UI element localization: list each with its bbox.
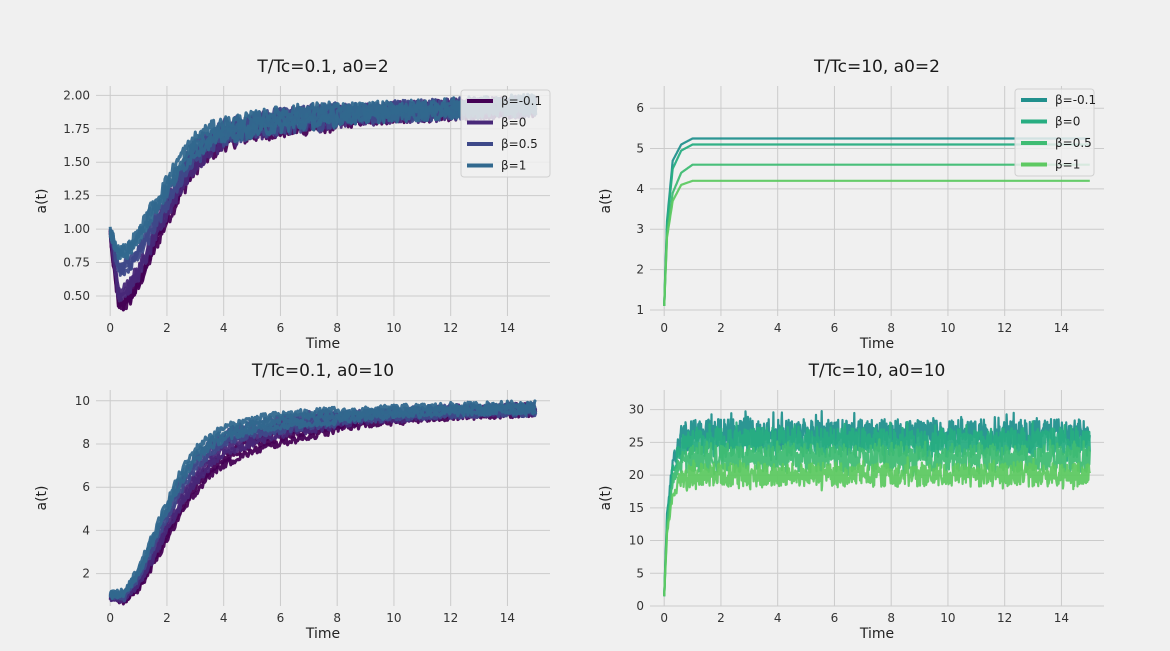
legend: β=-0.1 β=0 β=0.5 β=1 (1014, 88, 1096, 177)
y-tick-label: 8 (82, 437, 90, 451)
legend-label: β=0.5 (501, 137, 538, 151)
x-tick-label: 4 (774, 611, 782, 625)
series-line (663, 179, 1091, 306)
series-line (663, 163, 1091, 306)
series-line (109, 399, 537, 598)
x-axis-label: Time (305, 336, 340, 352)
y-tick-label: 1.25 (63, 189, 90, 203)
chart-title: T/Tc=10, a0=2 (813, 57, 940, 77)
x-tick-label: 12 (443, 611, 458, 625)
x-tick-label: 6 (831, 611, 839, 625)
y-tick-label: 0.50 (63, 289, 90, 303)
x-tick-label: 8 (887, 321, 895, 335)
y-tick-label: 6 (82, 480, 90, 494)
y-tick-label: 2 (636, 263, 644, 277)
y-axis-label: a(t) (34, 486, 50, 511)
series-line (108, 404, 538, 601)
x-tick-label: 0 (660, 321, 668, 335)
x-tick-label: 10 (386, 611, 401, 625)
y-axis-label: a(t) (34, 189, 50, 214)
y-tick-label: 4 (636, 182, 644, 196)
series-line (663, 420, 1091, 597)
x-axis-label: Time (859, 336, 894, 352)
y-tick-label: 1.50 (63, 155, 90, 169)
x-tick-label: 12 (443, 321, 458, 335)
series-line (663, 456, 1091, 597)
x-tick-label: 6 (831, 321, 839, 335)
x-tick-label: 0 (660, 611, 668, 625)
chart-title: T/Tc=0.1, a0=10 (251, 361, 394, 381)
y-tick-label: 5 (636, 142, 644, 156)
y-tick-label: 20 (629, 468, 644, 482)
subplot-4: 0 2 4 6 8 10 12 14 0 5 10 15 20 25 30 T/Tc=10, a0=10 Tim… (598, 361, 1104, 642)
x-tick-label: 2 (717, 611, 725, 625)
y-tick-label: 30 (629, 403, 644, 417)
legend-label: β=0.5 (1055, 136, 1092, 150)
x-tick-label: 14 (500, 611, 515, 625)
x-tick-label: 8 (333, 611, 341, 625)
y-tick-label: 1 (636, 303, 644, 317)
y-tick-label: 0 (636, 599, 644, 613)
y-tick-label: 4 (82, 523, 90, 537)
chart-title: T/Tc=10, a0=10 (808, 361, 946, 381)
y-tick-label: 10 (629, 534, 644, 548)
x-tick-label: 14 (1054, 321, 1069, 335)
series-line (108, 408, 538, 603)
y-tick-label: 6 (636, 101, 644, 115)
y-tick-label: 25 (629, 435, 644, 449)
x-tick-label: 4 (774, 321, 782, 335)
series-line (108, 402, 537, 600)
y-tick-label: 5 (636, 566, 644, 580)
x-tick-label: 10 (940, 611, 955, 625)
y-axis-label: a(t) (598, 189, 614, 214)
y-tick-label: 2.00 (63, 88, 90, 102)
x-tick-label: 6 (277, 321, 285, 335)
y-tick-label: 10 (75, 394, 90, 408)
x-tick-label: 12 (997, 611, 1012, 625)
legend-box (460, 89, 551, 178)
x-tick-label: 2 (163, 321, 171, 335)
chart-title: T/Tc=0.1, a0=2 (256, 57, 388, 77)
x-axis-label: Time (305, 626, 340, 642)
x-tick-label: 10 (940, 321, 955, 335)
subplot-3: 0 2 4 6 8 10 12 14 2 4 6 8 10 T/Tc=0.1, a0=10 Time a(t) (34, 361, 550, 642)
legend-label: β=1 (1055, 158, 1080, 172)
y-tick-label: 2 (82, 567, 90, 581)
legend-label: β=0 (1055, 115, 1080, 129)
x-tick-label: 8 (887, 611, 895, 625)
x-tick-label: 14 (1054, 611, 1069, 625)
legend-box (1014, 88, 1095, 177)
legend-label: β=0 (501, 116, 526, 130)
x-tick-label: 4 (220, 611, 228, 625)
y-tick-label: 1.00 (63, 222, 90, 236)
x-tick-label: 10 (386, 321, 401, 335)
y-tick-label: 15 (629, 501, 644, 515)
y-tick-label: 0.75 (63, 256, 90, 270)
x-tick-label: 6 (277, 611, 285, 625)
legend-label: β=-0.1 (1055, 93, 1096, 107)
x-tick-label: 8 (333, 321, 341, 335)
x-tick-label: 14 (500, 321, 515, 335)
y-axis-label: a(t) (598, 486, 614, 511)
y-tick-label: 1.75 (63, 122, 90, 136)
x-tick-label: 4 (220, 321, 228, 335)
legend-label: β=-0.1 (501, 94, 542, 108)
x-tick-label: 2 (717, 321, 725, 335)
y-tick-label: 3 (636, 222, 644, 236)
subplot-1: 0 2 4 6 8 10 12 14 0.50 0.75 1.00 1.25 1.50 1.75 2.00 T… (34, 57, 551, 352)
x-tick-label: 0 (106, 321, 114, 335)
x-tick-label: 2 (163, 611, 171, 625)
legend-label: β=1 (501, 159, 526, 173)
x-axis-label: Time (859, 626, 894, 642)
legend: β=-0.1 β=0 β=0.5 β=1 (460, 89, 551, 178)
x-tick-label: 12 (997, 321, 1012, 335)
x-tick-label: 0 (106, 611, 114, 625)
